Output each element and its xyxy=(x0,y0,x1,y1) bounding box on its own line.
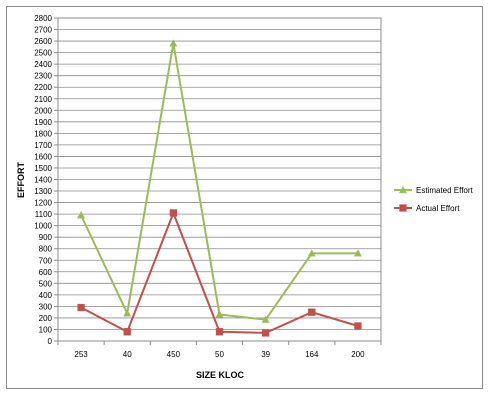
y-tick-label: 1400 xyxy=(34,176,52,185)
y-tick-label: 700 xyxy=(39,256,53,265)
y-tick-label: 2400 xyxy=(34,60,52,69)
y-tick-label: 300 xyxy=(39,302,53,311)
y-tick-label: 400 xyxy=(39,291,53,300)
data-point-actual-effort xyxy=(261,329,270,337)
data-point-estimated-effort xyxy=(307,249,316,257)
legend-item-actual-effort: Actual Effort xyxy=(394,204,460,213)
legend-marker xyxy=(398,185,408,194)
series-actual-effort xyxy=(77,209,362,337)
y-tick-label: 2500 xyxy=(34,49,52,58)
legend-label: Estimated Effort xyxy=(416,186,474,195)
data-point-estimated-effort xyxy=(169,39,178,47)
x-tick-label: 450 xyxy=(167,350,181,359)
y-axis-ticks: 0 100 200 300 400 500 600 700 800 900 1000 1100 1200… xyxy=(34,14,58,346)
y-tick-label: 2700 xyxy=(34,26,52,35)
y-tick-label: 1600 xyxy=(34,152,52,161)
x-tick-label: 253 xyxy=(74,350,88,359)
series-layer xyxy=(77,39,362,337)
y-tick-label: 2600 xyxy=(34,37,52,46)
x-tick-label: 40 xyxy=(123,350,132,359)
series-line-estimated-effort xyxy=(80,43,358,321)
y-tick-label: 500 xyxy=(39,279,53,288)
y-tick-label: 2000 xyxy=(34,106,52,115)
data-point-actual-effort xyxy=(215,328,224,336)
y-tick-label: 1100 xyxy=(35,210,53,219)
x-tick-label: 164 xyxy=(305,350,319,359)
data-point-actual-effort xyxy=(308,308,316,316)
y-tick-label: 900 xyxy=(39,233,53,242)
x-tick-label: 200 xyxy=(351,350,365,359)
x-tick-label: 39 xyxy=(261,350,270,359)
y-tick-label: 200 xyxy=(39,314,53,323)
legend-item-estimated-effort: Estimated Effort xyxy=(394,185,474,195)
legend-marker xyxy=(399,204,407,212)
y-tick-label: 1700 xyxy=(34,141,52,150)
x-axis-ticks: 253 40 450 50 39 164 200 xyxy=(57,341,382,359)
chart-frame xyxy=(6,6,483,389)
series-estimated-effort xyxy=(77,39,362,323)
y-tick-label: 1200 xyxy=(34,199,52,208)
data-point-estimated-effort xyxy=(77,211,86,219)
x-axis-title: SIZE KLOC xyxy=(196,370,245,380)
y-tick-label: 100 xyxy=(39,325,53,334)
y-tick-label: 0 xyxy=(48,337,53,346)
data-point-actual-effort xyxy=(123,328,131,336)
data-point-actual-effort xyxy=(169,209,178,217)
data-point-estimated-effort xyxy=(123,309,132,317)
data-point-estimated-effort xyxy=(215,310,224,318)
gridlines xyxy=(58,17,381,330)
data-point-estimated-effort xyxy=(261,315,270,323)
y-tick-label: 2800 xyxy=(34,14,52,23)
y-tick-label: 2100 xyxy=(34,95,52,104)
data-point-estimated-effort xyxy=(353,249,362,257)
legend-label: Actual Effort xyxy=(416,204,460,213)
y-tick-label: 1900 xyxy=(34,118,52,127)
y-axis-title: EFFORT xyxy=(16,162,26,198)
y-tick-label: 1500 xyxy=(34,164,52,173)
data-point-actual-effort xyxy=(77,303,85,312)
y-tick-label: 1800 xyxy=(34,129,52,138)
y-tick-label: 600 xyxy=(39,268,53,277)
legend: Estimated Effort Actual Effort xyxy=(394,185,474,213)
data-point-actual-effort xyxy=(354,322,362,330)
y-tick-label: 2200 xyxy=(34,83,52,92)
x-tick-label: 50 xyxy=(215,350,224,359)
y-tick-label: 800 xyxy=(39,245,53,254)
y-tick-label: 1000 xyxy=(34,222,52,231)
y-tick-label: 2300 xyxy=(34,72,52,81)
y-tick-label: 1300 xyxy=(34,187,52,196)
